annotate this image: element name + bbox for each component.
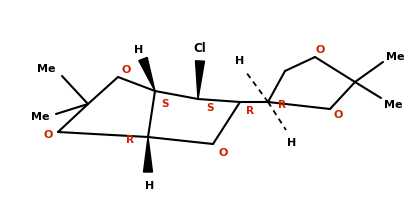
Text: Me: Me	[384, 100, 402, 110]
Text: R: R	[246, 105, 254, 115]
Text: H: H	[145, 180, 154, 190]
Text: S: S	[206, 102, 214, 112]
Text: O: O	[218, 147, 228, 157]
Text: O: O	[315, 45, 325, 55]
Text: Me: Me	[31, 111, 49, 121]
Text: H: H	[235, 56, 244, 66]
Polygon shape	[139, 58, 155, 92]
Text: Me: Me	[37, 64, 55, 74]
Text: Me: Me	[386, 52, 404, 62]
Text: O: O	[43, 129, 53, 139]
Polygon shape	[195, 61, 204, 100]
Text: H: H	[287, 137, 297, 147]
Text: R: R	[126, 134, 134, 144]
Text: R: R	[278, 100, 286, 110]
Text: O: O	[333, 110, 343, 119]
Text: S: S	[161, 99, 169, 109]
Text: O: O	[121, 65, 131, 75]
Text: H: H	[134, 45, 144, 55]
Polygon shape	[143, 137, 152, 172]
Text: Cl: Cl	[194, 41, 206, 54]
